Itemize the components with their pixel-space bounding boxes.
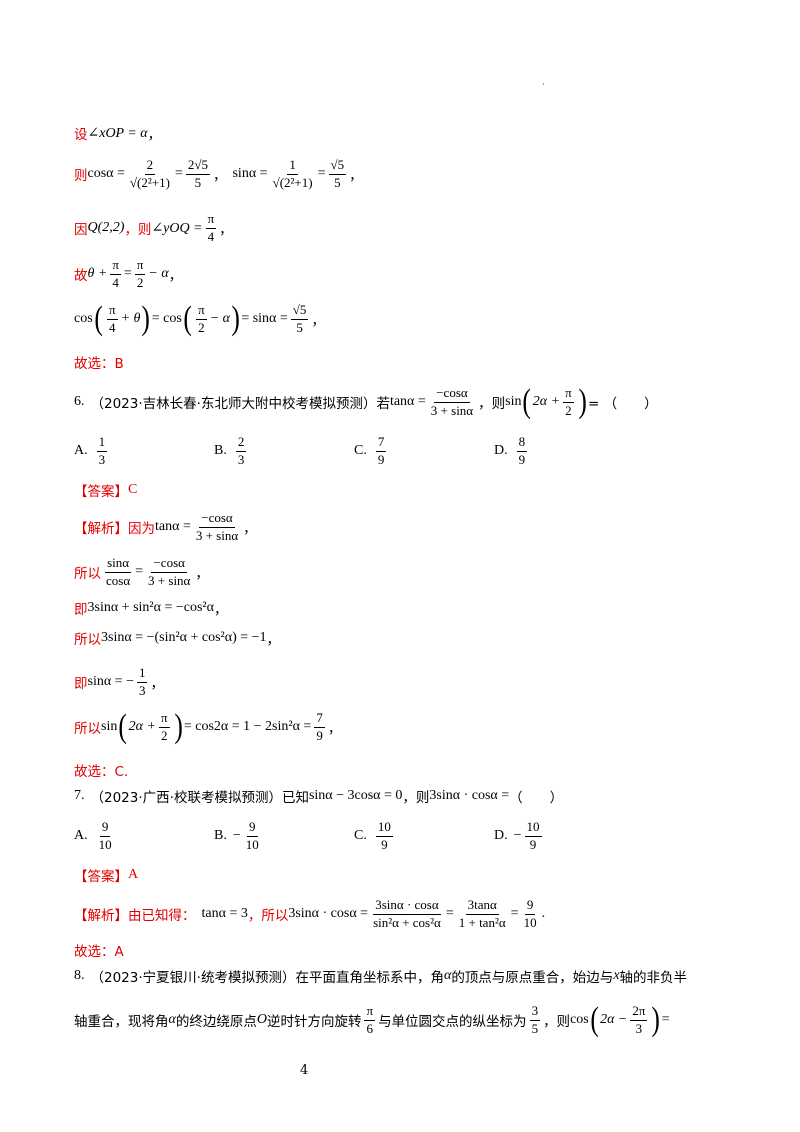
math-expr: = cos (151, 311, 182, 326)
solution-line-cos-sin: 则 cosα = 2 √(2²+1) = 2√5 5 ， sinα = 1 √(2²+… (74, 157, 363, 191)
math-expr: ∠xOP = α (87, 125, 148, 141)
punct: ， (311, 313, 325, 329)
option-c: C. 10 9 (354, 819, 393, 852)
punct: ， (219, 222, 233, 239)
question-6: 6. （2023·吉林长春·东北师大附中校考模拟预测）若 tanα = −cos… (74, 383, 658, 420)
answer-choice-5: 故选：B (74, 356, 124, 372)
option-b: B. − 9 10 (214, 819, 259, 852)
answer-choice-7: 故选：A (74, 944, 124, 960)
punct: ， (168, 268, 183, 285)
punct: ， (212, 168, 227, 185)
equals: = (317, 166, 326, 182)
answer-7: 【答案】 A (74, 867, 139, 885)
equals: = (123, 266, 132, 282)
page-mark: ’ (542, 82, 545, 91)
page-number: 4 (300, 1063, 309, 1078)
analysis-6-line2: 所以 sinα cosα = −cosα 3 + sinα ， (74, 555, 209, 588)
analysis-6-line4: 所以 3sinα = −(sin²α + cos²α) = −1 ， (74, 630, 281, 648)
fraction: 2√5 5 (185, 157, 210, 190)
question-source: （2023·吉林长春·东北师大附中校考模拟预测）若 (90, 396, 390, 412)
solution-line-angle: 设 ∠xOP = α ， (74, 123, 162, 144)
question-7: 7. （2023·广西·校联考模拟预测）已知 sinα − 3cosα = 0 … (74, 788, 564, 806)
math-func: sin (505, 394, 522, 409)
fraction: √5 5 (290, 301, 309, 335)
math-expr: + θ (120, 311, 141, 326)
math-func: cos (74, 311, 93, 326)
question-8-line1: 8. （2023·宁夏银川·统考模拟预测）在平面直角坐标系中，角 α 的顶点与原… (74, 968, 688, 986)
answer-choice-6: 故选：C. (74, 764, 129, 780)
math-label: cosα = (87, 166, 125, 182)
math-expr: − α (209, 311, 230, 326)
text-mid: ，则 (124, 222, 152, 239)
math-expr: − α (148, 266, 169, 282)
fraction: 2 √(2²+1) (129, 157, 170, 190)
fraction: −cosα 3 + sinα (430, 384, 474, 418)
option-a: A. 9 10 (74, 819, 112, 852)
text-mid: ，则 (478, 396, 506, 412)
fraction: √5 5 (328, 157, 347, 190)
math-point: Q(2,2) (87, 220, 125, 236)
punct: ， (349, 168, 363, 185)
analysis-6-line1: 【解析】 因为 tanα = −cosα 3 + sinα ， (74, 510, 257, 543)
option-d: D. − 10 9 (494, 819, 542, 852)
question-number: 6. (74, 394, 85, 409)
text-prefix: 因 (74, 222, 88, 239)
text-prefix: 则 (74, 168, 88, 185)
fraction: 1 √(2²+1) (272, 157, 313, 190)
punct: ， (147, 127, 162, 143)
question-tail: = （ ） (588, 396, 658, 412)
text-prefix: 故 (74, 268, 88, 285)
math-expr: tanα = (389, 394, 426, 409)
text-prefix: 设 (74, 127, 88, 143)
math-expr: 2α + (532, 394, 561, 409)
analysis-7: 【解析】 由已知得： tanα = 3 ，所以 3sinα · cosα = 3… (74, 897, 546, 930)
math-expr: = sinα = (241, 311, 288, 326)
answer-6: 【答案】 C (74, 482, 138, 500)
math-expr: θ + (87, 266, 108, 282)
math-expr: ∠yOQ = (151, 220, 203, 236)
equals: = (174, 166, 183, 182)
analysis-6-line3: 即 3sinα + sin²α = −cos²α ， (74, 600, 228, 618)
math-label: sinα = (232, 166, 268, 182)
